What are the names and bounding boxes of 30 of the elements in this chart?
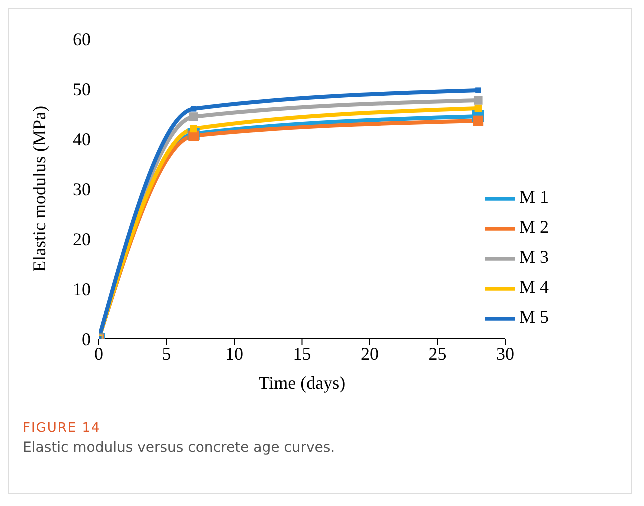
legend-label: M 4 bbox=[519, 276, 549, 297]
y-tick-label: 10 bbox=[73, 279, 91, 300]
x-tick-label: 10 bbox=[225, 344, 244, 364]
point bbox=[190, 125, 198, 133]
x-tick-label: 15 bbox=[293, 344, 312, 364]
x-tick-label: 30 bbox=[496, 344, 514, 364]
legend-label: M 2 bbox=[519, 216, 549, 237]
point bbox=[191, 106, 197, 112]
x-axis-title: Time (days) bbox=[258, 373, 346, 393]
point bbox=[474, 104, 482, 112]
y-tick-label: 20 bbox=[73, 229, 91, 250]
y-axis-title: Elastic modulus (MPa) bbox=[29, 106, 50, 272]
x-tick-label: 20 bbox=[360, 344, 379, 364]
point bbox=[474, 96, 483, 105]
text: Elastic modulus versus concrete age curves. bbox=[23, 440, 336, 456]
legend-label: M 3 bbox=[519, 246, 549, 267]
y-tick-label: 0 bbox=[82, 329, 91, 350]
legend-label: M 1 bbox=[519, 186, 549, 207]
legend-label: M 5 bbox=[519, 306, 549, 327]
y-tick-label: 40 bbox=[73, 129, 91, 150]
y-tick-label: 30 bbox=[73, 179, 91, 200]
text: FIGURE 14 bbox=[23, 421, 102, 436]
point bbox=[476, 88, 482, 94]
x-tick-label: 0 bbox=[94, 344, 104, 364]
point bbox=[473, 116, 484, 126]
y-tick-label: 50 bbox=[73, 79, 91, 100]
x-tick-label: 5 bbox=[162, 344, 172, 364]
x-tick-label: 25 bbox=[428, 344, 447, 364]
y-tick-label: 60 bbox=[73, 29, 91, 50]
point bbox=[189, 112, 198, 122]
